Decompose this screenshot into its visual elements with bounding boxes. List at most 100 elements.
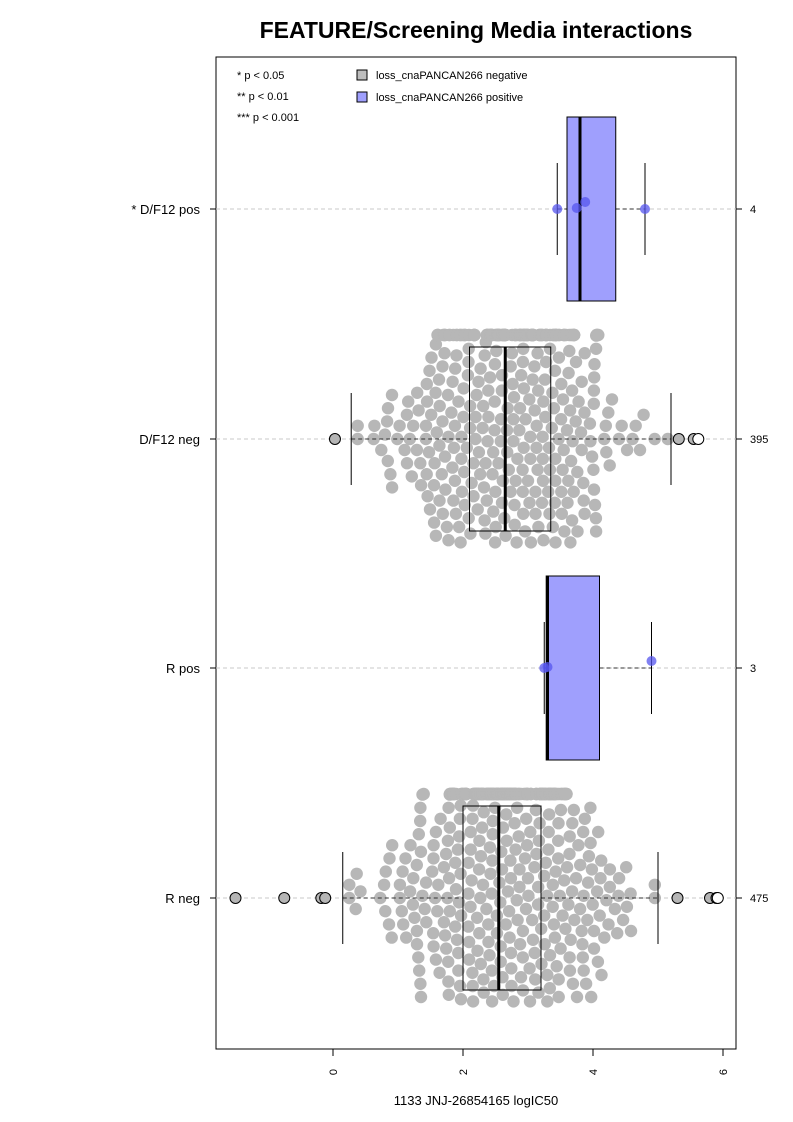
data-point [510,801,524,814]
group-labels: * D/F12 pos D/F12 neg R pos R neg [131,202,216,906]
data-point [447,494,460,507]
data-point [513,863,526,876]
data-point [385,481,399,494]
data-point [440,520,454,534]
data-point [438,450,452,463]
data-point [466,995,480,1008]
outlier-point [229,892,242,904]
data-point [477,399,490,413]
data-point [569,415,582,428]
data-point [455,430,468,443]
data-point [462,512,475,525]
box [469,346,552,532]
data-point [368,419,381,432]
data-point [548,496,561,509]
data-point [431,905,444,918]
data-point [595,854,608,867]
data-point [508,498,521,512]
data-point [637,408,650,421]
data-point [549,536,562,549]
data-point [502,905,516,918]
data-point [594,872,607,885]
data-point [592,825,605,839]
data-point [546,386,559,399]
data-point [590,885,604,898]
data-point [640,204,650,214]
group-count: 475 [750,893,768,905]
group-count: 4 [750,204,756,216]
data-point [454,993,468,1006]
data-point [603,459,616,472]
data-point [442,975,455,988]
data-point [563,964,577,977]
data-point [612,432,626,446]
data-point [538,938,551,951]
data-point [478,514,491,527]
data-point [451,843,465,856]
data-point [567,485,580,498]
data-point [559,922,572,935]
data-point [530,847,543,861]
data-point [516,463,529,476]
data-point [517,507,530,520]
x-tick-label: 4 [588,1069,600,1075]
data-point [531,463,544,476]
data-point [454,799,467,812]
data-point [612,872,626,885]
data-point [414,845,428,858]
data-point [564,454,578,468]
data-point [515,369,528,382]
data-point [562,898,575,911]
data-point [554,803,568,817]
data-point [500,808,513,821]
data-point [603,863,617,876]
data-point [462,342,475,355]
data-point [560,787,573,801]
data-point [577,494,590,507]
data-point [562,366,575,380]
data-point [471,944,484,957]
group-label: D/F12 neg [139,432,200,447]
data-point [646,656,657,666]
data-point [490,927,504,940]
data-point [447,441,461,454]
data-point [581,876,595,889]
data-point [526,933,540,946]
data-point [563,951,576,964]
data-point [536,474,550,487]
data-point [624,924,638,938]
x-tick-label: 0 [328,1069,340,1075]
data-point [391,432,404,446]
data-point [454,536,467,549]
data-point [577,964,590,977]
data-point [583,417,597,430]
data-point [442,430,455,443]
data-point [351,432,364,446]
data-point [504,854,517,867]
data-point [419,432,433,446]
data-point [524,536,538,549]
data-point [354,885,367,898]
data-point [516,951,529,964]
data-point [479,457,492,470]
data-point [552,817,565,830]
data-point [550,960,563,973]
data-point [564,933,577,946]
data-point [563,847,576,861]
data-point [547,402,561,415]
data-point [648,432,661,446]
outlier-point [711,892,724,904]
data-point [410,924,424,938]
data-point [602,406,615,419]
data-point [556,463,569,476]
data-point [546,878,559,891]
data-point [410,858,423,872]
data-point [494,955,507,968]
data-point [505,347,519,360]
data-point [605,393,619,406]
data-point [379,865,392,878]
data-point [516,485,529,498]
data-point [509,474,522,487]
data-point [582,850,596,863]
data-point [419,419,433,432]
